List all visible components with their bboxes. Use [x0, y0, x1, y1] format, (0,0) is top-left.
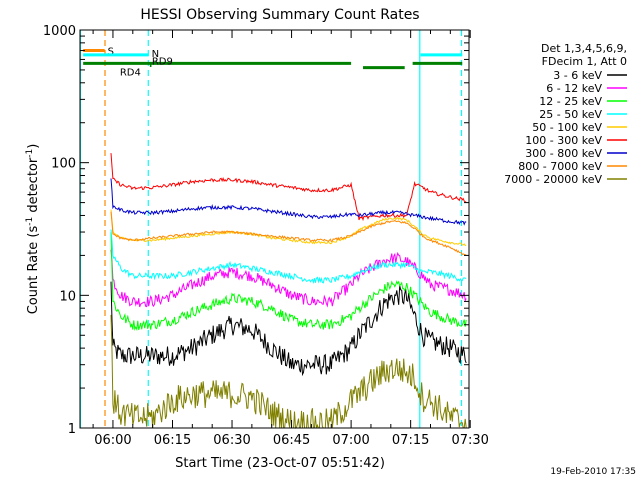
legend-label: 7000 - 20000 keV	[504, 173, 602, 186]
flag-label: S	[108, 47, 114, 58]
y-axis: 1 10 100 1000	[43, 24, 469, 437]
x-tick-label: 06:30	[213, 433, 250, 448]
series-line	[110, 211, 467, 256]
x-tick-label: 07:15	[392, 433, 429, 448]
legend-label: 3 - 6 keV	[553, 69, 602, 82]
plot-frame	[79, 29, 470, 429]
y-label-mid: detector	[26, 157, 41, 217]
x-axis: 06:00 06:15 06:30 06:45 07:00 07:15 07:30	[92, 30, 489, 448]
legend-label: 800 - 7000 keV	[518, 160, 602, 173]
series-line	[110, 229, 467, 285]
x-axis-label: Start Time (23-Oct-07 05:51:42)	[175, 456, 385, 471]
timestamp: 19-Feb-2010 17:35	[550, 467, 636, 477]
y-tick-label: 1	[68, 422, 76, 437]
y-tick-label: 1000	[43, 24, 76, 39]
series-line	[110, 314, 467, 429]
flag-label: RD4	[120, 68, 141, 79]
legend-label: 50 - 100 keV	[532, 121, 602, 134]
y-tick-label: 10	[59, 289, 76, 304]
legend-header: Det 1,3,4,5,6,9,	[541, 42, 627, 55]
series-line	[110, 153, 467, 222]
flag-label: N	[152, 49, 159, 60]
legend-label: 300 - 800 keV	[525, 147, 602, 160]
x-tick-label: 06:15	[154, 433, 191, 448]
series-line	[110, 209, 467, 246]
legend-label: 12 - 25 keV	[539, 95, 602, 108]
legend-label: 6 - 12 keV	[546, 82, 602, 95]
x-tick-label: 06:45	[273, 433, 310, 448]
y-axis-label: Count Rate (s-1 detector-1)	[25, 144, 41, 315]
legend: Det 1,3,4,5,6,9,FDecim 1, Att 03 - 6 keV…	[504, 42, 627, 186]
y-tick-label: 100	[51, 157, 76, 172]
y-label-main: Count Rate (s	[26, 226, 41, 315]
legend-label: 25 - 50 keV	[539, 108, 602, 121]
legend-header: FDecim 1, Att 0	[542, 55, 627, 68]
series-line	[110, 178, 467, 226]
flag-label: RD9	[152, 56, 173, 67]
series-layer	[110, 153, 467, 429]
x-tick-label: 06:00	[94, 433, 131, 448]
x-tick-label: 07:00	[332, 433, 369, 448]
chart-title: HESSI Observing Summary Count Rates	[140, 7, 419, 23]
x-tick-label: 07:30	[451, 433, 488, 448]
y-label-sup: -1	[25, 217, 35, 226]
legend-label: 100 - 300 keV	[525, 134, 602, 147]
series-line	[110, 281, 467, 377]
series-line	[110, 232, 467, 332]
y-label-sup2: -1	[25, 149, 35, 158]
y-label-end: )	[26, 144, 41, 149]
